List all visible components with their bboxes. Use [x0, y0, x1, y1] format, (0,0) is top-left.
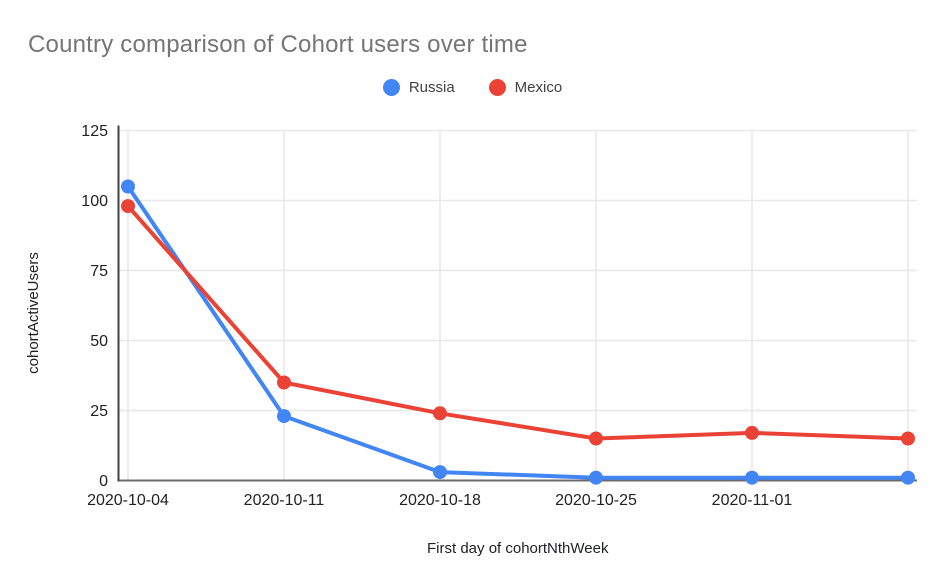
data-point-mexico-0[interactable] — [121, 199, 135, 214]
data-point-russia-1[interactable] — [277, 409, 291, 424]
y-axis-title: cohortActiveUsers — [25, 252, 42, 374]
legend-item-russia[interactable]: Russia — [382, 79, 455, 96]
x-axis-title: First day of cohortNthWeek — [427, 540, 609, 557]
y-tick-label: 100 — [81, 193, 108, 210]
data-point-russia-3[interactable] — [589, 470, 603, 485]
x-tick-label: 2020-10-04 — [87, 492, 169, 509]
legend: Russia Mexico — [0, 79, 945, 96]
x-tick-label: 2020-10-18 — [399, 492, 481, 509]
x-tick-label: 2020-10-11 — [244, 492, 325, 509]
legend-item-mexico[interactable]: Mexico — [488, 79, 563, 96]
x-tick-label: 2020-11-01 — [712, 492, 793, 509]
data-point-mexico-4[interactable] — [745, 425, 759, 440]
y-tick-label: 125 — [81, 123, 108, 140]
y-tick-label: 75 — [90, 263, 108, 280]
data-point-russia-2[interactable] — [433, 465, 447, 480]
series-line-russia — [126, 184, 910, 480]
data-point-mexico-3[interactable] — [589, 431, 603, 446]
x-tick-label: 2020-10-25 — [555, 492, 637, 509]
data-point-russia-5[interactable] — [901, 470, 915, 485]
data-point-russia-0[interactable] — [121, 179, 135, 194]
data-point-mexico-5[interactable] — [901, 431, 915, 446]
legend-label-mexico: Mexico — [514, 79, 563, 96]
chart-title: Country comparison of Cohort users over … — [28, 31, 528, 58]
data-point-mexico-1[interactable] — [277, 375, 291, 390]
y-tick-label: 25 — [90, 403, 108, 420]
series-line-mexico — [126, 204, 910, 441]
data-point-mexico-2[interactable] — [433, 406, 447, 421]
y-tick-label: 0 — [99, 473, 108, 490]
data-point-russia-4[interactable] — [745, 470, 759, 485]
y-tick-label: 50 — [90, 333, 108, 350]
legend-label-russia: Russia — [408, 79, 455, 96]
legend-marker-mexico-icon — [488, 79, 506, 96]
legend-marker-russia-icon — [382, 79, 400, 96]
